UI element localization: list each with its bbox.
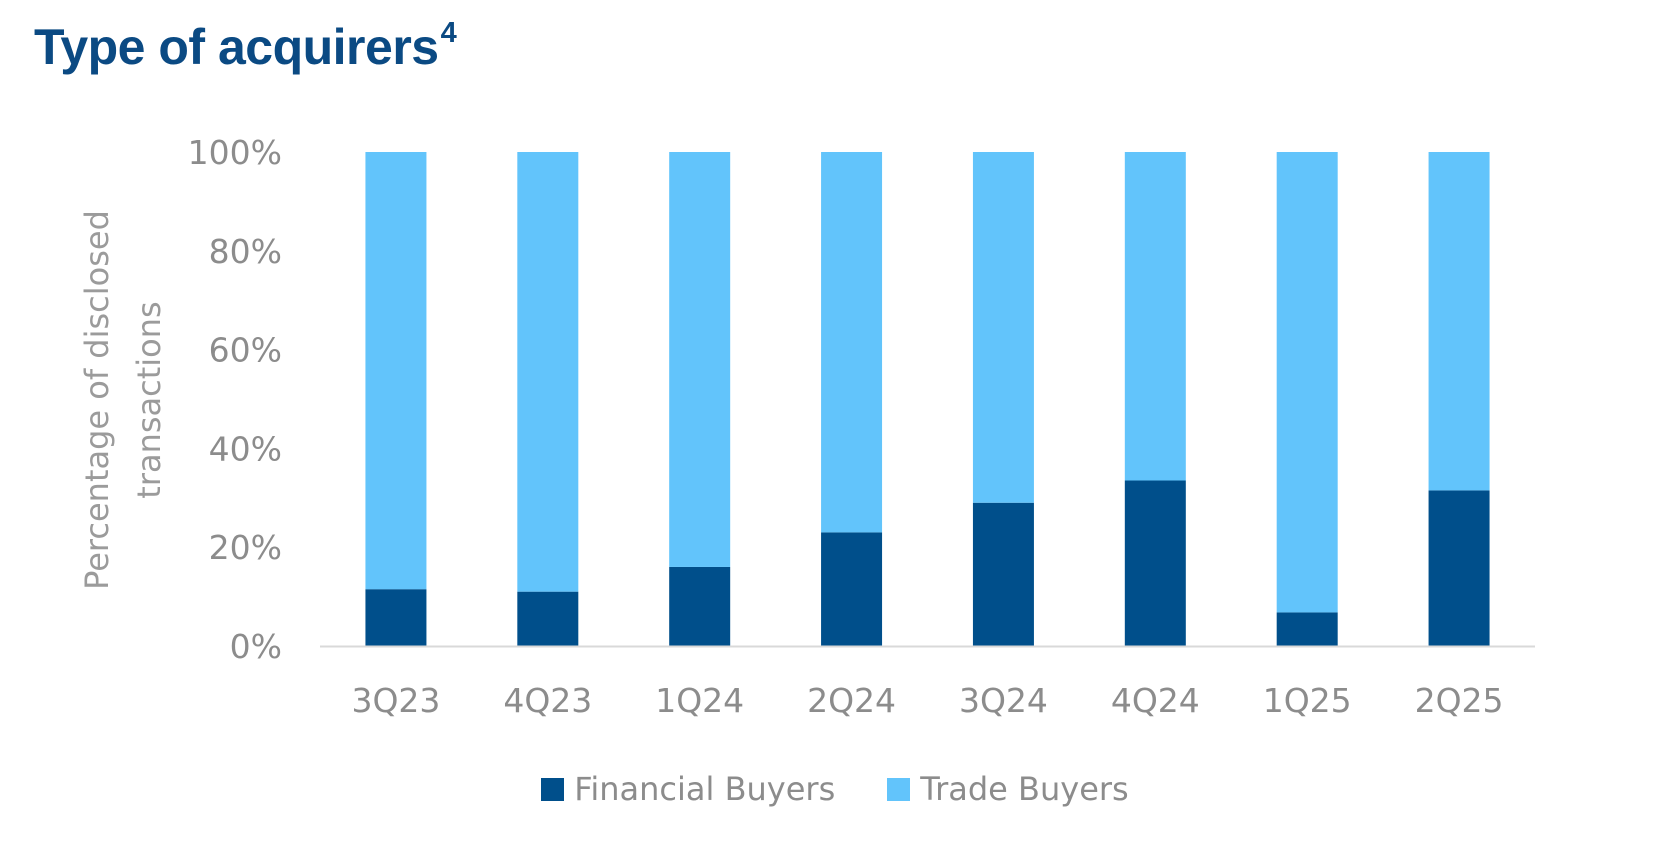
- x-tick-label-3q24: 3Q24: [959, 681, 1048, 720]
- bar-financial-buyers-1q24: [669, 566, 731, 646]
- bar-trade-buyers-4q23: [517, 152, 579, 592]
- legend-item-financial-buyers: Financial Buyers: [541, 770, 835, 808]
- bar-financial-buyers-3q24: [972, 502, 1034, 646]
- y-axis-title-line-2: transactions: [130, 301, 168, 498]
- y-axis-title: Percentage of disclosed transactions: [78, 210, 168, 590]
- x-tick-label-4q23: 4Q23: [503, 681, 592, 720]
- bar-financial-buyers-2q24: [821, 532, 883, 646]
- x-tick-label-2q24: 2Q24: [807, 681, 896, 720]
- x-tick-label-1q24: 1Q24: [655, 681, 744, 720]
- legend-item-trade-buyers: Trade Buyers: [887, 770, 1129, 808]
- y-tick-label-40: 40%: [209, 429, 282, 468]
- y-axis-title-line-1: Percentage of disclosed: [78, 210, 116, 590]
- legend-swatch-trade-buyers: [887, 777, 911, 801]
- y-tick-label-60: 60%: [209, 331, 282, 370]
- bar-trade-buyers-2q24: [821, 152, 883, 533]
- bar-financial-buyers-4q24: [1124, 480, 1186, 646]
- bar-financial-buyers-2q25: [1428, 490, 1490, 646]
- bar-trade-buyers-1q24: [669, 152, 731, 567]
- bar-financial-buyers-4q23: [517, 591, 579, 646]
- chart-title-text: Type of acquirers: [34, 19, 439, 75]
- x-tick-label-1q25: 1Q25: [1263, 681, 1352, 720]
- legend-label-financial-buyers: Financial Buyers: [574, 770, 836, 808]
- stacked-bar-chart: Percentage of disclosed transactions 0% 20…: [78, 133, 1535, 720]
- legend-label-trade-buyers: Trade Buyers: [920, 770, 1129, 808]
- x-tick-label-4q24: 4Q24: [1111, 681, 1200, 720]
- y-tick-label-0: 0%: [230, 627, 282, 666]
- legend: Financial Buyers Trade Buyers: [0, 770, 1680, 808]
- bar-trade-buyers-1q25: [1276, 152, 1338, 613]
- legend-swatch-financial-buyers: [541, 777, 565, 801]
- bar-trade-buyers-3q24: [972, 152, 1034, 503]
- title-footnote-marker: 4: [440, 17, 457, 49]
- x-axis-ticks: 3Q23 4Q23 1Q24 2Q24 3Q24 4Q24 1Q25 2Q25: [351, 681, 1503, 720]
- bar-trade-buyers-2q25: [1428, 152, 1490, 491]
- x-tick-label-2q25: 2Q25: [1415, 681, 1504, 720]
- bar-trade-buyers-4q24: [1124, 152, 1186, 481]
- bar-financial-buyers-1q25: [1276, 612, 1338, 646]
- bar-trade-buyers-3q23: [365, 152, 427, 590]
- y-tick-label-20: 20%: [209, 528, 282, 567]
- chart-title: Type of acquirers4: [34, 17, 457, 75]
- x-tick-label-3q23: 3Q23: [351, 681, 440, 720]
- bar-financial-buyers-3q23: [365, 589, 427, 646]
- bars: [365, 152, 1490, 646]
- y-tick-label-100: 100%: [188, 133, 282, 172]
- y-tick-label-80: 80%: [209, 232, 282, 271]
- y-axis-ticks: 0% 20% 40% 60% 80% 100%: [188, 133, 282, 666]
